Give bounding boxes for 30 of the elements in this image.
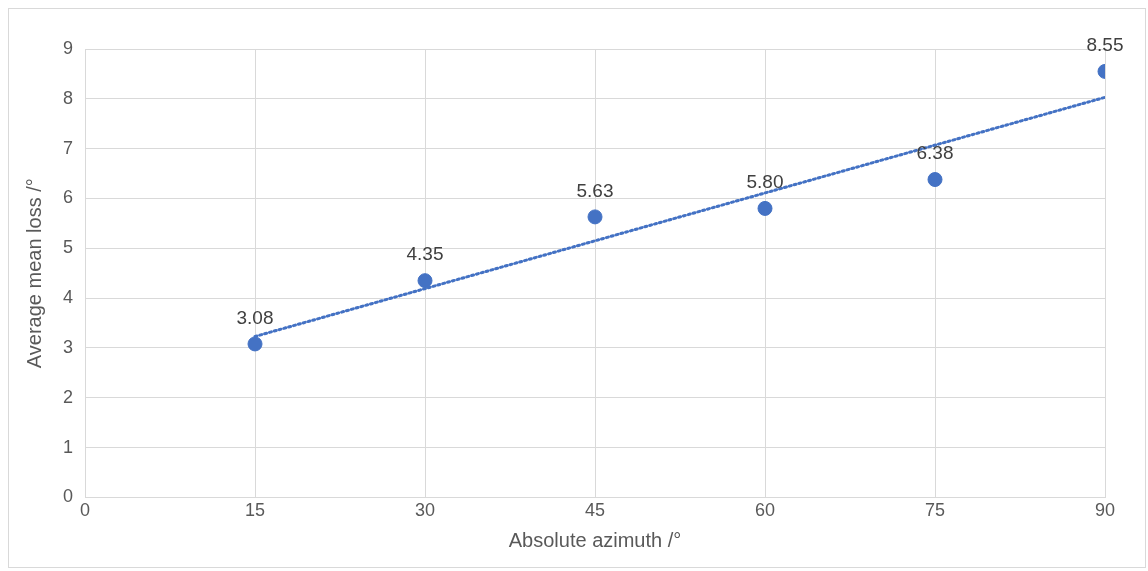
y-tick-label: 6 — [63, 187, 74, 208]
y-tick-label: 2 — [63, 386, 74, 407]
point — [587, 209, 603, 225]
data-label: 3.08 — [236, 306, 274, 328]
y-tick-label: 3 — [63, 336, 74, 357]
data-label: 5.63 — [576, 179, 614, 201]
y-tick-label: 7 — [63, 137, 74, 158]
y-tick-label: 8 — [63, 87, 74, 108]
data-label: 4.35 — [406, 243, 444, 265]
x-tick-label: 60 — [754, 500, 776, 521]
point — [757, 200, 773, 216]
y-tick-label: 1 — [63, 436, 74, 457]
y-tick-label: 4 — [63, 287, 74, 308]
point — [247, 336, 263, 352]
x-tick-label: 15 — [244, 500, 266, 521]
x-tick-label: 90 — [1094, 500, 1116, 521]
point — [927, 172, 943, 188]
point — [417, 273, 433, 289]
x-tick-label: 30 — [414, 500, 436, 521]
y-tick-label: 9 — [63, 37, 74, 58]
y-tick-label: 5 — [63, 237, 74, 258]
x-axis-title: Absolute azimuth /° — [508, 528, 682, 551]
x-tick-label: 75 — [924, 500, 946, 521]
data-label: 8.55 — [1086, 34, 1124, 56]
x-tick-label: 0 — [80, 500, 91, 521]
y-axis-title: Average mean loss /° — [22, 178, 45, 369]
data-label: 6.38 — [916, 142, 954, 164]
data-label: 5.80 — [746, 171, 784, 193]
x-tick-label: 45 — [584, 500, 606, 521]
y-tick-label: 0 — [63, 486, 74, 507]
